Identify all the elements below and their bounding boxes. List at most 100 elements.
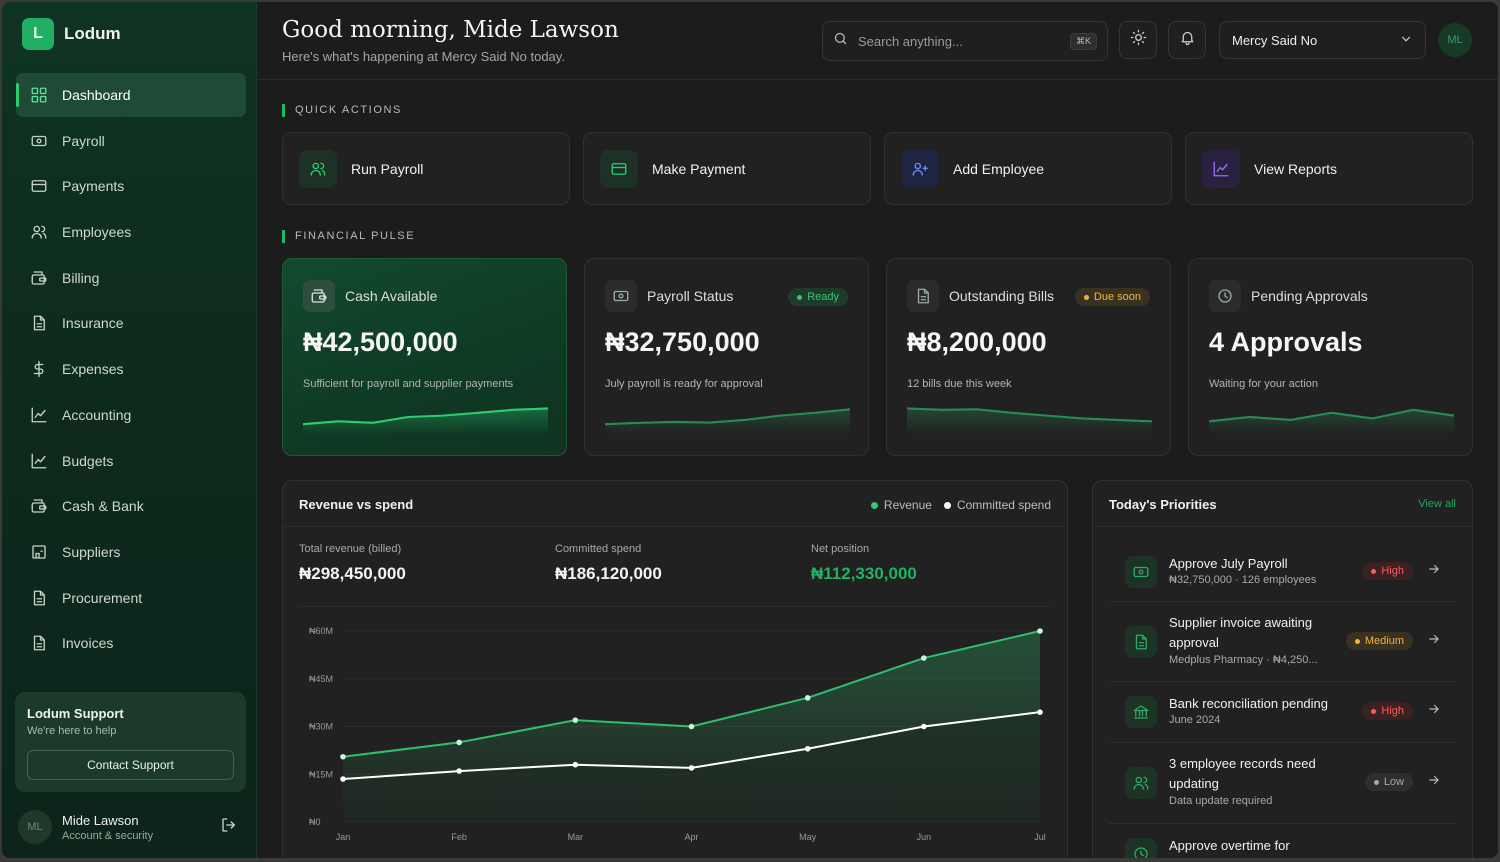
data-point-committed-spend	[1037, 709, 1043, 715]
priority-item[interactable]: Supplier invoice awaiting approval Medplu…	[1109, 602, 1457, 682]
sidebar-item-cash-and-bank[interactable]: Cash & Bank	[16, 484, 246, 528]
quick-action-label: Make Payment	[652, 160, 746, 177]
contact-support-button[interactable]: Contact Support	[27, 750, 234, 780]
arrow-right-icon[interactable]	[1427, 632, 1441, 649]
card-payroll-status[interactable]: Payroll Status Ready ₦32,750,000 July payro…	[584, 258, 869, 456]
search-input[interactable]	[858, 33, 1060, 49]
search-box[interactable]: ⌘K	[822, 21, 1108, 61]
data-point-revenue	[921, 655, 927, 661]
document-icon	[30, 589, 48, 607]
wallet-icon	[30, 497, 48, 515]
quick-action-view-reports[interactable]: View Reports	[1185, 132, 1473, 205]
bell-icon	[1179, 29, 1196, 51]
priority-item[interactable]: Approve overtime for	[1109, 824, 1457, 858]
badge-label: High	[1381, 705, 1404, 717]
spend-area	[343, 712, 1040, 822]
divider	[299, 606, 1051, 607]
sparkline-area	[907, 408, 1152, 435]
sparkline-area	[1209, 409, 1454, 435]
panel-title: Today's Priorities	[1109, 497, 1217, 512]
clock-icon	[1125, 838, 1157, 858]
payroll-icon	[30, 132, 48, 150]
grid-icon	[30, 86, 48, 104]
document-icon	[30, 314, 48, 332]
data-point-revenue	[572, 717, 579, 723]
priority-subtitle: Medplus Pharmacy · ₦4,250...	[1169, 654, 1318, 666]
page-title: Good morning, Mide Lawson	[282, 17, 619, 43]
arrow-right-icon[interactable]	[1427, 773, 1441, 790]
sidebar-item-insurance[interactable]: Insurance	[16, 301, 246, 345]
quick-action-label: Run Payroll	[351, 160, 424, 177]
x-tick-label: Apr	[684, 832, 698, 842]
header: Good morning, Mide Lawson Here's what's …	[258, 2, 1498, 80]
y-tick-label: ₦30M	[309, 722, 333, 732]
quick-action-run-payroll[interactable]: Run Payroll	[282, 132, 570, 205]
support-title: Lodum Support	[27, 706, 124, 721]
y-tick-label: ₦60M	[309, 626, 333, 636]
sidebar-item-payroll[interactable]: Payroll	[16, 119, 246, 163]
badge-dot	[797, 294, 803, 300]
payroll-icon	[605, 280, 637, 312]
sidebar-item-procurement[interactable]: Procurement	[16, 576, 246, 620]
data-point-revenue	[340, 753, 346, 760]
search-icon	[833, 31, 848, 51]
quick-action-add-employee[interactable]: Add Employee	[884, 132, 1172, 205]
card-pending-approvals[interactable]: Pending Approvals 4 Approvals Waiting for …	[1188, 258, 1473, 456]
priority-badge: Low	[1364, 773, 1413, 791]
sidebar-item-label: Expenses	[62, 361, 124, 378]
x-tick-label: Feb	[451, 832, 467, 842]
sidebar-item-payments[interactable]: Payments	[16, 164, 246, 208]
sidebar-item-expenses[interactable]: Expenses	[16, 347, 246, 391]
status-badge: Ready	[788, 288, 848, 306]
sidebar-item-label: Employees	[62, 224, 132, 241]
priority-item[interactable]: Approve July Payroll ₦32,750,000 · 126 em…	[1109, 542, 1457, 602]
card-title: Cash Available	[345, 288, 438, 304]
quick-action-make-payment[interactable]: Make Payment	[583, 132, 871, 205]
card-header: Pending Approvals	[1209, 280, 1368, 312]
organization-select[interactable]: Mercy Said No	[1219, 21, 1426, 59]
badge-label: Low	[1383, 776, 1404, 788]
priority-title: Bank reconciliation pending	[1169, 696, 1328, 711]
legend-label: Committed spend	[956, 498, 1051, 512]
sidebar-item-invoices[interactable]: Invoices	[16, 621, 246, 665]
wallet-icon	[303, 280, 335, 312]
sidebar-item-budgets[interactable]: Budgets	[16, 439, 246, 483]
sidebar-item-employees[interactable]: Employees	[16, 210, 246, 254]
priority-subtitle: June 2024	[1169, 714, 1221, 726]
card-title: Pending Approvals	[1251, 288, 1368, 304]
view-all-link[interactable]: View all	[1418, 498, 1456, 510]
logout-icon[interactable]	[220, 816, 238, 839]
card-outstanding-bills[interactable]: Outstanding Bills Due soon ₦8,200,000 12 bi…	[886, 258, 1171, 456]
sparkline-area	[303, 408, 548, 435]
chart-line-icon	[30, 406, 48, 424]
notifications-button[interactable]	[1168, 21, 1206, 59]
x-tick-label: Jul	[1034, 832, 1046, 842]
sparkline	[1209, 408, 1454, 435]
priority-badge: High	[1362, 562, 1413, 580]
sidebar-item-billing[interactable]: Billing	[16, 256, 246, 300]
priority-item[interactable]: 3 employee records need updating Data upd…	[1109, 743, 1457, 824]
theme-toggle-button[interactable]	[1119, 21, 1157, 59]
sidebar-item-label: Payroll	[62, 132, 105, 149]
arrow-right-icon[interactable]	[1427, 562, 1441, 579]
legend-item-revenue: Revenue	[870, 498, 932, 512]
badge-label: High	[1381, 565, 1404, 577]
metric-total-revenue: Total revenue (billed) ₦298,450,000	[299, 543, 406, 584]
brand[interactable]: L Lodum	[22, 18, 121, 50]
wallet-icon	[30, 269, 48, 287]
avatar[interactable]: ML	[1438, 23, 1472, 57]
data-point-committed-spend	[572, 761, 579, 768]
sidebar-item-dashboard[interactable]: Dashboard	[16, 73, 246, 117]
sidebar-nav: Dashboard Payroll Payments Employees Billing…	[16, 73, 246, 667]
priority-item[interactable]: Bank reconciliation pending June 2024 High	[1109, 682, 1457, 743]
legend-dot	[943, 501, 951, 509]
card-cash-available[interactable]: Cash Available ₦42,500,000 Sufficient for …	[282, 258, 567, 456]
arrow-right-icon[interactable]	[1427, 702, 1441, 719]
status-badge: Due soon	[1074, 288, 1150, 306]
search-shortcut: ⌘K	[1069, 32, 1097, 50]
sidebar-item-accounting[interactable]: Accounting	[16, 393, 246, 437]
profile[interactable]: ML Mide Lawson Account & security	[18, 806, 242, 848]
sidebar-item-suppliers[interactable]: Suppliers	[16, 530, 246, 574]
sun-icon	[1130, 29, 1147, 51]
priority-subtitle: Data update required	[1169, 795, 1273, 807]
